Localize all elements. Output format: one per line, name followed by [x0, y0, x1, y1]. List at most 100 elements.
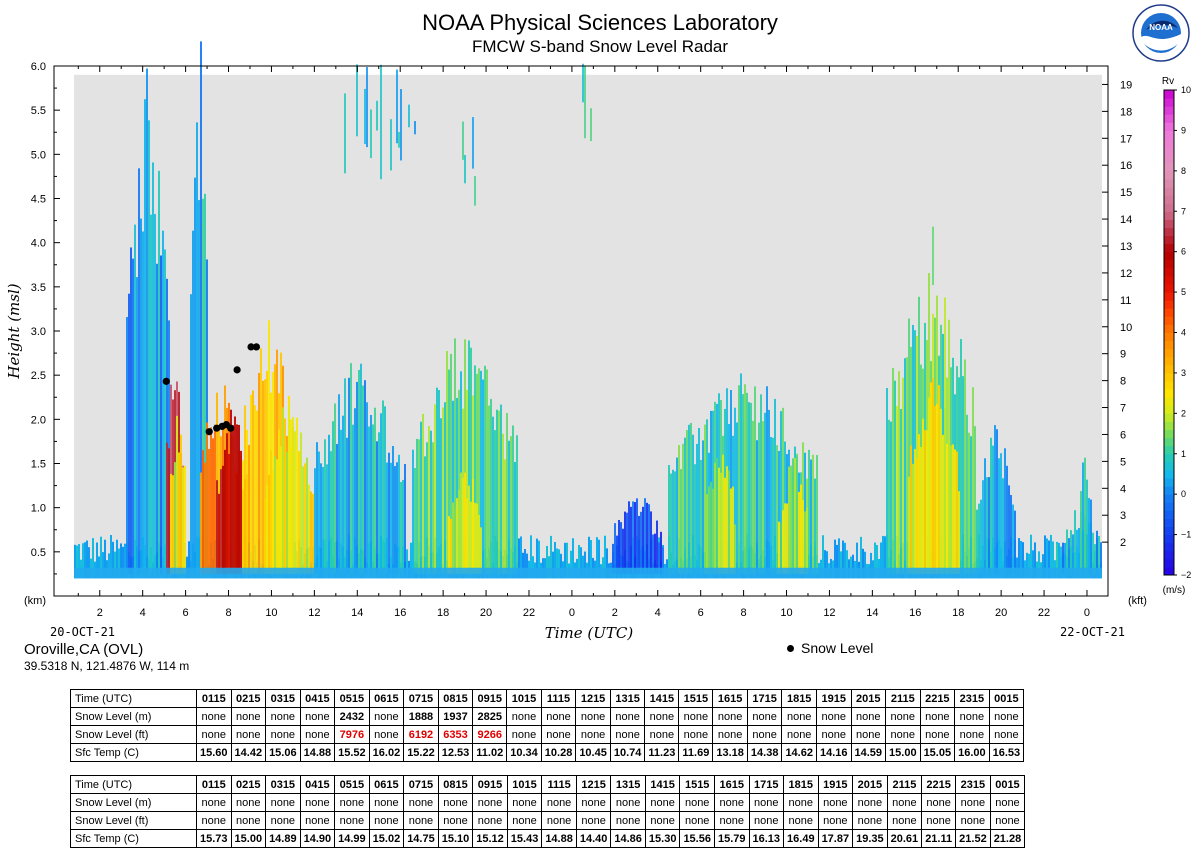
- data-table-day1: Time (UTC) 0115 0215 0315 0415 0515 0615 0715 08…: [70, 689, 1025, 762]
- colorbar: [1164, 90, 1174, 576]
- y-tick-label: 4.0: [31, 238, 46, 250]
- y-tick-label: 0.5: [31, 547, 46, 559]
- table-cell: none: [989, 811, 1026, 830]
- x-tick-label: 20: [480, 607, 492, 619]
- y-right-tick-label: 9: [1120, 349, 1126, 361]
- table-row: Sfc Temp (C) 15.60 14.42 15.06 14.88 15.52 16.…: [70, 743, 1025, 762]
- table-cell: none: [748, 811, 785, 830]
- y-right-tick-label: 10: [1120, 322, 1132, 334]
- radar-chart: 0.5 1.0 1.5 2.0 2.5 3.0 3.5 4.0 4.5 5.0 5.5 6.0 (km)…: [5, 41, 1191, 642]
- table-cell: 6353: [437, 725, 474, 744]
- snow-level-dot-icon: [787, 644, 794, 652]
- y-right-tick-label: 15: [1120, 187, 1132, 199]
- table-cell: 15.60: [196, 743, 232, 762]
- table-cell: 1115: [540, 689, 577, 708]
- table-cell: none: [712, 725, 748, 744]
- table-cell: 14.16: [815, 743, 852, 762]
- x-tick-label: 8: [225, 607, 231, 619]
- table-cell: 14.42: [230, 743, 267, 762]
- table-cell: none: [886, 811, 923, 830]
- table-cell: 14.88: [299, 743, 336, 762]
- table-cell: 17.87: [817, 829, 854, 848]
- y-tick-label: 5.0: [31, 149, 46, 161]
- table-cell: 1937: [437, 707, 474, 726]
- table-cell: 0815: [437, 775, 474, 794]
- colorbar-tick-label: 10: [1181, 85, 1191, 95]
- table-cell: none: [921, 811, 957, 830]
- table-cell: none: [954, 725, 990, 744]
- table-cell: none: [678, 725, 714, 744]
- y-right-tick-label: 13: [1120, 241, 1132, 253]
- table-cell: 0215: [230, 689, 267, 708]
- table-cell: 16.53: [988, 743, 1025, 762]
- table-cell: 14.62: [781, 743, 817, 762]
- table-cell: none: [678, 707, 714, 726]
- table-cell: none: [748, 793, 785, 812]
- table-cell: none: [299, 707, 336, 726]
- table-cell: none: [919, 725, 956, 744]
- table-cell: 11.02: [472, 743, 508, 762]
- table-cell: none: [472, 811, 508, 830]
- y-right-tick-label: 8: [1120, 376, 1126, 388]
- table-cell: none: [885, 725, 921, 744]
- table-cell: 0315: [265, 775, 301, 794]
- x-tick-label: 14: [351, 607, 363, 619]
- colorbar-tick-label: 2: [1181, 408, 1186, 418]
- table-row-label: Sfc Temp (C): [70, 829, 197, 848]
- colorbar-tick-label: 7: [1181, 206, 1186, 216]
- table-cell: 15.22: [403, 743, 439, 762]
- table-row: Time (UTC) 0115 0215 0315 0415 0515 0615 0715 08…: [70, 689, 1025, 708]
- x-tick-label: 6: [183, 607, 189, 619]
- table-cell: none: [541, 793, 577, 812]
- table-cell: 15.00: [230, 829, 267, 848]
- table-cell: 21.52: [955, 829, 991, 848]
- table-cell: 2315: [954, 689, 990, 708]
- table-cell: none: [955, 793, 991, 812]
- table-cell: none: [506, 811, 543, 830]
- table-cell: 15.00: [885, 743, 921, 762]
- x-tick-label: 18: [437, 607, 449, 619]
- x-tick-label: 12: [823, 607, 835, 619]
- table-cell: 14.38: [746, 743, 783, 762]
- y-right-tick-label: 17: [1120, 133, 1132, 145]
- table-cell: 0215: [230, 775, 267, 794]
- table-cell: none: [644, 725, 680, 744]
- table-cell: none: [575, 707, 611, 726]
- x-tick-label: 0: [569, 607, 575, 619]
- snow-level-point: [252, 343, 261, 351]
- svg-text:NOAA: NOAA: [1149, 23, 1173, 32]
- data-table-day2: Time (UTC) 0115 0215 0315 0415 0515 0615 0715 08…: [70, 775, 1026, 848]
- table-cell: none: [506, 793, 543, 812]
- x-tick-label: 10: [780, 607, 792, 619]
- table-cell: 16.00: [954, 743, 990, 762]
- colorbar-tick-label: 0: [1181, 489, 1186, 499]
- table-cell: 13.18: [712, 743, 748, 762]
- table-row: Snow Level (m) none none none none 2432 none 18…: [70, 707, 1025, 726]
- table-cell: none: [713, 811, 750, 830]
- table-row: Time (UTC) 0115 0215 0315 0415 0515 0615 0715 08…: [70, 775, 1026, 794]
- x-tick-label: 12: [308, 607, 320, 619]
- table-cell: none: [506, 725, 542, 744]
- table-cell: 1915: [815, 689, 852, 708]
- table-cell: none: [781, 725, 817, 744]
- x-tick-label: 2: [612, 607, 618, 619]
- table-cell: none: [713, 793, 750, 812]
- table-cell: none: [506, 707, 542, 726]
- table-cell: 15.43: [506, 829, 543, 848]
- table-cell: 1515: [679, 775, 715, 794]
- table-cell: 14.86: [610, 829, 646, 848]
- colorbar-tick-label: 3: [1181, 368, 1186, 378]
- table-cell: none: [230, 725, 267, 744]
- table-cell: none: [299, 725, 336, 744]
- table-cell: 0015: [989, 775, 1026, 794]
- table-cell: none: [817, 811, 854, 830]
- x-end-date: 22-OCT-21: [1060, 625, 1125, 639]
- table-cell: 0415: [299, 775, 336, 794]
- table-row-label: Snow Level (ft): [70, 811, 197, 830]
- snow-level-legend-label: Snow Level: [801, 640, 874, 656]
- table-cell: none: [850, 707, 887, 726]
- table-cell: 15.52: [334, 743, 370, 762]
- table-cell: 0915: [472, 689, 508, 708]
- x-tick-label: 16: [394, 607, 406, 619]
- table-cell: none: [265, 793, 301, 812]
